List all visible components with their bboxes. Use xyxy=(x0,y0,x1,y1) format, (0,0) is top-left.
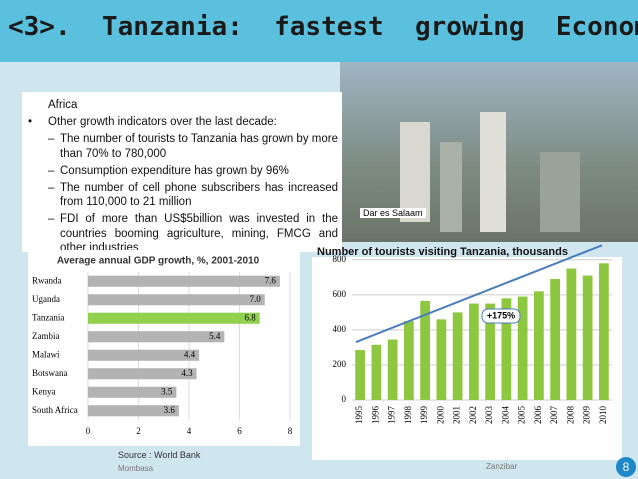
bar xyxy=(501,298,512,400)
bullet-text: Other growth indicators over the last de… xyxy=(48,115,277,128)
slide-title: <3>. Tanzania: fastest growing Economy xyxy=(8,12,638,42)
text-fragment: Africa xyxy=(48,99,78,111)
bar xyxy=(371,344,382,400)
bar xyxy=(404,321,414,400)
value-label: 4.4 xyxy=(184,349,196,359)
bar xyxy=(88,312,260,324)
x-tick-label: 2008 xyxy=(565,406,575,425)
bar xyxy=(599,263,609,400)
x-tick-label: 1997 xyxy=(387,406,397,425)
value-label: 3.5 xyxy=(161,386,173,396)
y-tick-label: South Africa xyxy=(32,405,78,415)
sub-bullet-list: The number of tourists to Tanzania has g… xyxy=(22,132,342,256)
text-box: Africa • Other growth indicators over the… xyxy=(22,92,342,254)
bar xyxy=(469,303,479,400)
bar xyxy=(88,294,265,306)
bar xyxy=(566,268,577,400)
y-tick-label: Zambia xyxy=(32,331,60,341)
bar xyxy=(88,386,177,398)
bar xyxy=(420,300,430,400)
building xyxy=(480,112,506,232)
value-label: 6.8 xyxy=(244,312,256,322)
value-label: 3.6 xyxy=(164,405,176,415)
map-label: Zanzibar xyxy=(486,462,518,471)
y-tick-label: Malawi xyxy=(32,349,60,359)
bar xyxy=(517,296,528,400)
x-tick-label: 2002 xyxy=(468,406,478,424)
x-tick-label: 2003 xyxy=(484,406,494,425)
bar xyxy=(452,312,463,400)
sub-bullet: The number of tourists to Tanzania has g… xyxy=(48,132,338,161)
sub-bullet: Consumption expenditure has grown by 96% xyxy=(48,164,338,179)
city-photo: Dar es Salaam xyxy=(340,62,638,242)
bar xyxy=(550,279,560,400)
annotation-box xyxy=(481,308,521,324)
x-tick-label: 2 xyxy=(136,426,141,436)
y-tick-label: 800 xyxy=(333,254,347,264)
x-tick-label: 2000 xyxy=(435,406,445,425)
x-tick-label: 1998 xyxy=(403,406,413,425)
photo-caption: Dar es Salaam xyxy=(360,208,426,218)
y-tick-label: Botswana xyxy=(32,368,68,378)
bar xyxy=(88,368,197,380)
gdp-chart: Average annual GDP growth, %, 2001-2010 0… xyxy=(28,250,300,446)
bar xyxy=(88,275,280,287)
sub-bullet: The number of cell phone subscribers has… xyxy=(48,181,338,210)
bar xyxy=(88,405,179,417)
bar xyxy=(88,331,225,343)
annotation: +175% xyxy=(487,310,515,320)
bar xyxy=(582,275,593,400)
building xyxy=(440,142,462,232)
bullet: • Other growth indicators over the last d… xyxy=(28,115,277,128)
value-label: 5.4 xyxy=(209,331,221,341)
source: Source : World Bank xyxy=(118,450,201,460)
x-tick-label: 6 xyxy=(237,426,242,436)
building xyxy=(540,152,580,232)
chart-title: Number of tourists visiting Tanzania, th… xyxy=(317,246,568,258)
value-label: 4.3 xyxy=(181,368,193,378)
bar xyxy=(387,339,398,400)
x-tick-label: 1996 xyxy=(370,406,380,425)
building xyxy=(400,122,430,222)
y-tick-label: Kenya xyxy=(32,386,56,396)
bar xyxy=(88,349,200,361)
x-tick-label: 4 xyxy=(187,426,192,436)
x-tick-label: 2010 xyxy=(598,406,608,425)
x-tick-label: 2004 xyxy=(500,406,510,425)
map-label: Mombasa xyxy=(118,464,154,473)
y-tick-label: Uganda xyxy=(32,294,60,304)
x-tick-label: 2007 xyxy=(549,406,559,425)
value-label: 7.6 xyxy=(265,275,277,285)
bar xyxy=(534,291,544,400)
y-tick-label: Rwanda xyxy=(32,275,62,285)
x-tick-label: 1999 xyxy=(419,406,429,425)
x-tick-label: 2001 xyxy=(452,406,462,424)
y-tick-label: 400 xyxy=(333,324,347,334)
value-label: 7.0 xyxy=(250,294,262,304)
x-tick-label: 8 xyxy=(288,426,293,436)
y-tick-label: 600 xyxy=(333,289,347,299)
trend-arrow xyxy=(355,244,603,343)
x-tick-label: 2006 xyxy=(533,406,543,425)
y-tick-label: 200 xyxy=(333,359,347,369)
x-tick-label: 0 xyxy=(86,426,91,436)
bar xyxy=(485,303,495,400)
bar xyxy=(436,319,447,400)
y-tick-label: 0 xyxy=(342,394,347,404)
bar xyxy=(355,350,365,400)
title-bar: <3>. Tanzania: fastest growing Economy xyxy=(0,0,638,62)
sub-bullet: FDI of more than US$5billion was investe… xyxy=(48,212,338,256)
tourism-chart: Number of tourists visiting Tanzania, th… xyxy=(312,244,622,460)
x-tick-label: 1995 xyxy=(354,406,364,425)
page-number: 8 xyxy=(616,457,636,477)
chart-title: Average annual GDP growth, %, 2001-2010 xyxy=(57,256,260,267)
x-tick-label: 2009 xyxy=(582,406,592,425)
x-tick-label: 2005 xyxy=(517,406,527,425)
y-tick-label: Tanzania xyxy=(32,312,64,322)
